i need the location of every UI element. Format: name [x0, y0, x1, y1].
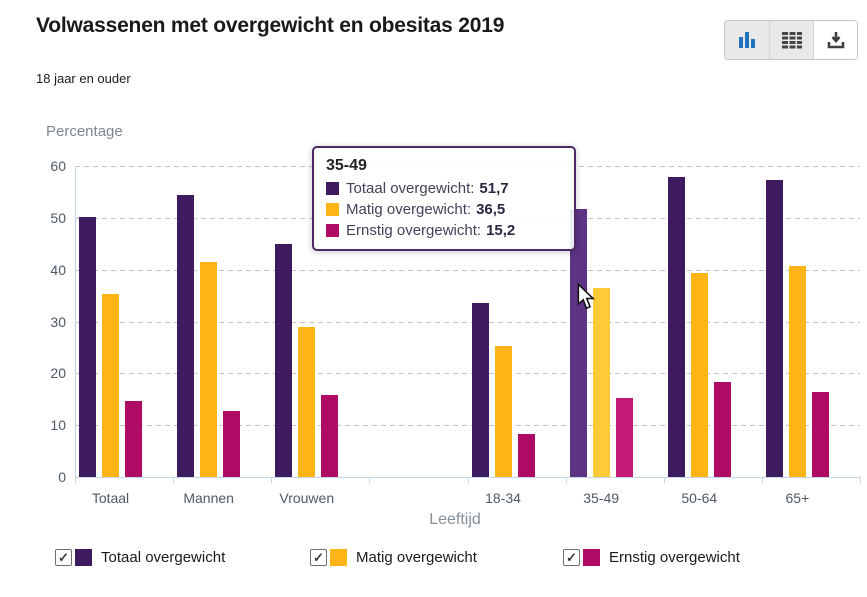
bar-totaal-overgewicht-50-64[interactable]	[667, 177, 685, 477]
check-icon: ✓	[566, 549, 577, 565]
x-axis-tick	[467, 477, 469, 483]
bar-matig-overgewicht-mannen[interactable]	[200, 262, 218, 477]
y-tick-label-60: 60	[50, 158, 66, 174]
y-axis-title: Percentage	[46, 123, 123, 140]
chart-toolbar	[724, 20, 858, 60]
bar-totaal-overgewicht-totaal[interactable]	[79, 217, 96, 477]
y-axis-line	[75, 166, 76, 477]
checkbox-totaal-overgewicht[interactable]: ✓	[55, 549, 72, 566]
bar-ernstig-overgewicht-totaal[interactable]	[125, 401, 142, 477]
gridline-40	[75, 269, 860, 271]
bar-totaal-overgewicht-18-34[interactable]	[471, 303, 489, 477]
x-axis-tick	[860, 477, 861, 483]
x-tick-label-vrouwen: Vrouwen	[279, 490, 335, 506]
legend-item-ernstig-overgewicht[interactable]: ✓ Ernstig overgewicht	[563, 549, 740, 566]
x-tick-label-18-34: 18-34	[485, 490, 521, 506]
x-axis-tick	[173, 477, 175, 483]
tooltip-row-matig-overgewicht: Matig overgewicht: 36,5	[326, 201, 562, 218]
legend-item-matig-overgewicht[interactable]: ✓ Matig overgewicht	[310, 549, 477, 566]
x-tick-label-35-49: 35-49	[583, 490, 620, 506]
tooltip-rows: Totaal overgewicht: 51,7 Matig overgewicht…	[326, 180, 562, 239]
legend-label: Matig overgewicht	[356, 549, 477, 566]
y-tick-label-40: 40	[50, 261, 66, 278]
y-tick-label-30: 30	[50, 313, 66, 330]
bar-chart-view-button[interactable]	[725, 21, 769, 59]
legend-label: Ernstig overgewicht	[609, 549, 740, 566]
series-swatch-icon	[326, 203, 339, 216]
mouse-cursor-icon	[577, 283, 596, 310]
tooltip-row-totaal-overgewicht: Totaal overgewicht: 51,7	[326, 180, 562, 197]
tooltip-row-value: 15,2	[486, 222, 516, 239]
x-tick-label-65: 65+	[785, 490, 810, 506]
y-tick-label-20: 20	[50, 365, 66, 382]
bar-matig-overgewicht-35-49[interactable]	[592, 287, 610, 477]
download-button[interactable]	[813, 21, 857, 59]
tooltip: 35-49 Totaal overgewicht: 51,7 Matig overg…	[312, 146, 576, 251]
check-icon: ✓	[58, 549, 69, 565]
x-axis-title: Leeftijd	[429, 511, 481, 528]
tooltip-category: 35-49	[326, 157, 367, 174]
bar-matig-overgewicht-vrouwen[interactable]	[298, 326, 316, 477]
gridline-10	[75, 425, 860, 427]
checkbox-ernstig-overgewicht[interactable]: ✓	[563, 549, 580, 566]
chart-subtitle: 18 jaar en ouder	[36, 71, 131, 86]
checkbox-matig-overgewicht[interactable]: ✓	[310, 549, 327, 566]
gridline-20	[75, 373, 860, 375]
bar-totaal-overgewicht-35-49[interactable]	[569, 209, 587, 477]
table-icon	[781, 32, 802, 49]
bar-ernstig-overgewicht-vrouwen[interactable]	[321, 394, 339, 477]
x-tick-label-50-64: 50-64	[681, 490, 718, 506]
bar-matig-overgewicht-totaal[interactable]	[102, 294, 119, 477]
x-axis-tick	[565, 477, 567, 483]
bar-totaal-overgewicht-65[interactable]	[765, 179, 783, 477]
x-axis-tick	[663, 477, 665, 483]
y-tick-label-10: 10	[50, 417, 66, 434]
bar-totaal-overgewicht-mannen[interactable]	[177, 195, 195, 477]
bar-matig-overgewicht-50-64[interactable]	[690, 273, 708, 477]
bar-ernstig-overgewicht-50-64[interactable]	[713, 381, 731, 477]
legend-swatch-icon	[583, 549, 600, 566]
tooltip-row-value: 51,7	[479, 180, 509, 197]
y-tick-label-50: 50	[50, 209, 66, 226]
table-view-button[interactable]	[769, 21, 813, 59]
tooltip-row-label: Matig overgewicht:	[346, 201, 472, 218]
tooltip-row-ernstig-overgewicht: Ernstig overgewicht: 15,2	[326, 222, 562, 239]
download-icon	[827, 32, 844, 49]
gridline-30	[75, 321, 860, 323]
tooltip-row-label: Ernstig overgewicht:	[346, 222, 482, 239]
x-axis-tick	[369, 477, 371, 483]
x-axis-tick	[761, 477, 763, 483]
bar-ernstig-overgewicht-18-34[interactable]	[517, 434, 535, 477]
legend-swatch-icon	[75, 549, 92, 566]
legend-label: Totaal overgewicht	[101, 549, 226, 566]
x-axis-tick	[271, 477, 273, 483]
bar-matig-overgewicht-18-34[interactable]	[494, 345, 512, 477]
legend-swatch-icon	[330, 549, 347, 566]
page-title: Volwassenen met overgewicht en obesitas …	[36, 14, 505, 37]
bar-totaal-overgewicht-vrouwen[interactable]	[275, 243, 293, 477]
y-tick-label-0: 0	[58, 469, 66, 485]
bar-ernstig-overgewicht-35-49[interactable]	[615, 398, 633, 477]
series-swatch-icon	[326, 182, 339, 195]
tooltip-row-value: 36,5	[476, 201, 506, 218]
legend-item-totaal-overgewicht[interactable]: ✓ Totaal overgewicht	[55, 549, 225, 566]
bar-ernstig-overgewicht-65[interactable]	[811, 391, 829, 477]
series-swatch-icon	[326, 224, 339, 237]
tooltip-row-label: Totaal overgewicht:	[346, 180, 475, 197]
x-tick-label-totaal: Totaal	[91, 490, 130, 506]
bar-chart-icon	[739, 32, 755, 48]
x-axis-tick	[75, 477, 76, 483]
x-tick-label-mannen: Mannen	[183, 490, 234, 506]
bar-ernstig-overgewicht-mannen[interactable]	[223, 410, 241, 477]
check-icon: ✓	[313, 549, 324, 565]
bar-matig-overgewicht-65[interactable]	[788, 265, 806, 477]
